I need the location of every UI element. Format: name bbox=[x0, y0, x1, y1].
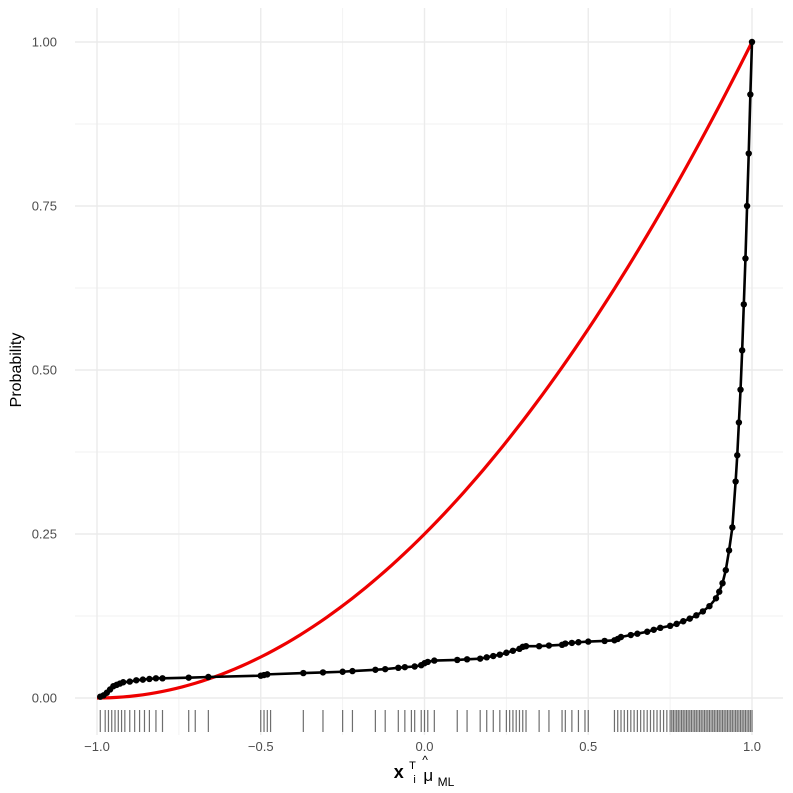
data-point bbox=[300, 669, 307, 677]
data-point bbox=[476, 655, 484, 662]
data-point bbox=[535, 642, 543, 650]
data-point bbox=[483, 654, 490, 661]
data-point bbox=[686, 615, 693, 622]
data-point bbox=[737, 386, 744, 393]
data-point bbox=[644, 628, 651, 635]
data-point bbox=[712, 595, 720, 602]
data-point bbox=[411, 663, 418, 670]
data-point bbox=[133, 677, 140, 684]
data-point bbox=[716, 588, 723, 595]
y-tick-labels: 0.00 0.25 0.50 0.75 1.00 bbox=[32, 35, 57, 706]
data-point bbox=[725, 547, 733, 554]
data-point bbox=[742, 255, 749, 262]
data-point bbox=[126, 678, 133, 685]
x-tick-label: −1.0 bbox=[84, 739, 110, 754]
x-tick-label: 0.0 bbox=[415, 739, 433, 754]
y-tick-label: 0.25 bbox=[32, 527, 57, 542]
x-axis-title: x T i ^ μ ML bbox=[394, 751, 455, 789]
data-point bbox=[568, 639, 576, 647]
x-axis-title-sup: T bbox=[409, 760, 416, 772]
data-point bbox=[735, 419, 743, 426]
data-point bbox=[719, 580, 726, 587]
data-point bbox=[734, 452, 741, 459]
data-point bbox=[339, 668, 346, 675]
x-axis-title-sub-ml: ML bbox=[438, 775, 455, 789]
x-axis-title-subi: i bbox=[413, 774, 415, 786]
data-point bbox=[743, 202, 751, 210]
data-point bbox=[745, 150, 752, 157]
data-point bbox=[617, 633, 625, 641]
data-point bbox=[699, 608, 707, 615]
data-point bbox=[139, 676, 147, 683]
data-point bbox=[454, 656, 461, 664]
rug-marks bbox=[99, 710, 753, 732]
data-point bbox=[522, 642, 530, 650]
data-point bbox=[748, 38, 756, 46]
data-point bbox=[666, 622, 674, 630]
data-point bbox=[205, 673, 212, 681]
data-point bbox=[706, 602, 713, 610]
y-tick-label: 1.00 bbox=[32, 35, 57, 50]
data-point bbox=[159, 675, 166, 682]
data-point bbox=[463, 656, 471, 663]
black-empirical-series bbox=[97, 38, 756, 700]
data-point bbox=[562, 640, 569, 647]
data-point bbox=[349, 667, 356, 675]
data-point bbox=[431, 657, 438, 664]
y-tick-label: 0.00 bbox=[32, 691, 57, 706]
data-point bbox=[738, 347, 746, 354]
y-axis-title: Probability bbox=[8, 333, 25, 408]
data-point bbox=[575, 639, 582, 646]
data-point bbox=[424, 658, 431, 666]
y-tick-label: 0.75 bbox=[32, 199, 57, 214]
data-point bbox=[496, 651, 504, 658]
data-point bbox=[503, 649, 510, 656]
data-point bbox=[673, 620, 680, 628]
x-tick-label: −0.5 bbox=[248, 739, 274, 754]
data-point bbox=[729, 524, 736, 531]
data-point bbox=[601, 637, 608, 645]
data-point bbox=[146, 675, 153, 683]
data-point bbox=[509, 647, 517, 654]
data-point bbox=[732, 478, 739, 485]
data-point bbox=[382, 665, 389, 673]
data-point bbox=[585, 638, 592, 645]
data-point bbox=[395, 664, 402, 672]
data-point bbox=[120, 679, 127, 686]
data-point bbox=[747, 91, 754, 98]
data-point bbox=[740, 301, 748, 308]
x-axis-title-mu: μ bbox=[423, 766, 433, 785]
data-point bbox=[185, 674, 192, 681]
red-curve-series bbox=[96, 41, 754, 700]
data-point bbox=[152, 675, 160, 682]
x-tick-label: 0.5 bbox=[579, 739, 597, 754]
minor-gridlines bbox=[75, 8, 783, 735]
x-tick-labels: −1.0 −0.5 0.0 0.5 1.0 bbox=[84, 739, 761, 754]
data-point bbox=[680, 618, 687, 625]
data-point bbox=[264, 671, 271, 678]
data-point bbox=[634, 630, 641, 637]
data-point bbox=[693, 612, 700, 619]
data-point bbox=[401, 663, 409, 671]
data-point bbox=[657, 624, 664, 632]
x-axis-title-hat: ^ bbox=[422, 753, 428, 767]
data-point bbox=[627, 631, 635, 639]
y-tick-label: 0.50 bbox=[32, 363, 57, 378]
data-point bbox=[545, 642, 553, 649]
data-point bbox=[490, 652, 497, 660]
data-point bbox=[650, 626, 657, 633]
x-axis-title-x: x bbox=[394, 762, 404, 782]
data-point bbox=[319, 669, 327, 676]
major-gridlines bbox=[75, 8, 783, 735]
red-curve-line bbox=[96, 41, 754, 700]
x-tick-label: 1.0 bbox=[743, 739, 761, 754]
data-point bbox=[722, 566, 729, 574]
data-point bbox=[372, 666, 379, 673]
